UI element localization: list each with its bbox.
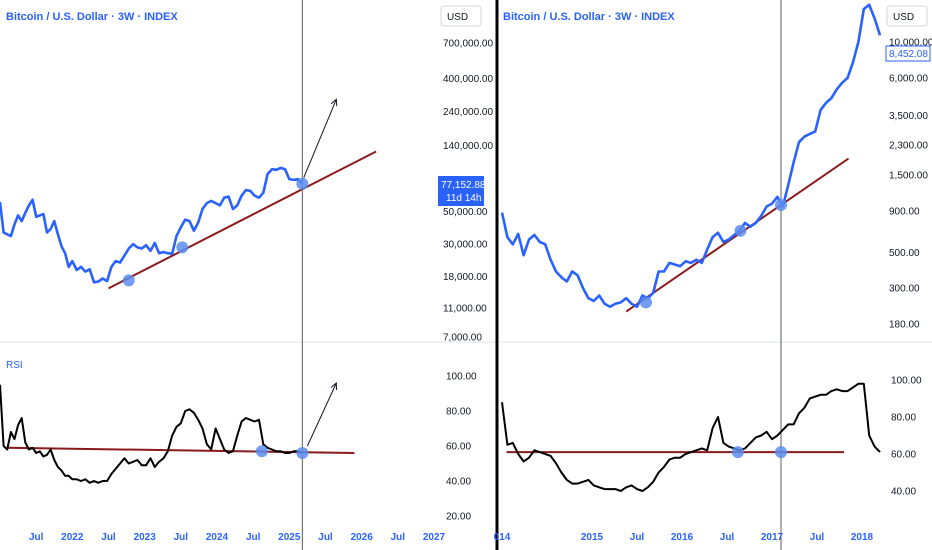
price-touch-marker-left (122, 274, 135, 287)
projection-arrow-rsi-left-head (330, 381, 337, 391)
time-axis-tick-right: Jul (810, 532, 825, 543)
price-axis-tick-right: 180.00 (889, 320, 920, 331)
projection-arrow-price-left-head (330, 98, 338, 107)
price-axis-tick-left: 11,000.00 (443, 304, 487, 315)
price-axis-tick-left: 50,000.00 (443, 207, 488, 218)
time-axis-tick-right: 2018 (851, 532, 874, 543)
price-axis-tick-right: 500.00 (889, 248, 920, 259)
price-axis-tick-right: 900.00 (889, 207, 920, 218)
right-chart-title: Bitcoin / U.S. Dollar · 3W · INDEX (503, 11, 675, 23)
time-axis-tick-left: 2024 (206, 532, 229, 543)
rsi-axis-tick-left: 80.00 (446, 407, 471, 418)
price-touch-marker-right (640, 296, 652, 309)
rsi-touch-marker-left (255, 445, 268, 458)
projection-arrow-price-left (303, 99, 337, 178)
price-series-line-right (500, 3, 882, 309)
rsi-touch-marker-right (775, 446, 787, 459)
rsi-label: RSI (6, 360, 23, 371)
currency-selector-left[interactable]: USD (440, 5, 482, 27)
price-touch-marker-right (734, 224, 747, 237)
price-axis-tick-right: 2,300.00 (889, 141, 928, 152)
last-price-label-left: 77,152.88 11d 14h (438, 176, 486, 206)
time-axis-tick-left: 2022 (61, 532, 84, 543)
price-axis-tick-right: 300.00 (889, 284, 920, 295)
price-series-line-left (0, 166, 304, 284)
time-axis-tick-right: 2015 (581, 532, 604, 543)
time-axis-tick-left: 2027 (423, 532, 446, 543)
time-axis-tick-left: Jul (29, 532, 44, 543)
price-axis-tick-left: 140,000.00 (443, 141, 493, 152)
price-axis-tick-right: 1,500.00 (889, 171, 928, 182)
right-rsi-pane (501, 382, 881, 492)
rsi-touch-marker-left (296, 447, 309, 459)
price-axis-tick-right: 3,500.00 (889, 111, 928, 122)
price-axis-tick-right: 10,000.00 (889, 38, 932, 49)
rsi-axis-tick-right: 40.00 (891, 487, 916, 498)
price-axis-tick-left: 400,000.00 (443, 74, 493, 85)
right-price-pane (500, 0, 882, 550)
last-price-value-right: 8,452.08 (889, 49, 928, 60)
price-axis-tick-left: 700,000.00 (443, 39, 493, 50)
time-axis-tick-right: 2017 (761, 532, 784, 543)
rsi-axis-tick-left: 100.00 (446, 372, 477, 383)
last-price-label-right: 8,452.08 (885, 45, 931, 62)
time-axis-tick-left: Jul (246, 532, 261, 543)
time-axis-tick-left: Jul (174, 532, 189, 543)
rsi-series-line-left (0, 384, 303, 484)
time-axis-tick-right: Jul (720, 532, 735, 543)
rsi-axis-tick-right: 100.00 (891, 376, 922, 387)
currency-label-right: USD (893, 12, 914, 23)
axes-layer: 700,000.00 400,000.00 240,000.00 140,000.00… (29, 38, 932, 544)
time-axis-tick-right: 014 (494, 532, 511, 543)
time-axis-tick-left: 2026 (351, 532, 374, 543)
price-axis-tick-right: 6,000.00 (889, 73, 928, 84)
price-axis-tick-left: 18,000.00 (443, 272, 488, 283)
rsi-series-line-right (501, 382, 881, 492)
rsi-touch-marker-right (731, 446, 744, 459)
currency-label-left: USD (447, 12, 468, 23)
time-axis-tick-right: 2016 (671, 532, 694, 543)
price-axis-tick-left: 240,000.00 (443, 107, 493, 118)
rsi-axis-tick-left: 60.00 (446, 442, 471, 453)
time-axis-tick-left: 2023 (134, 532, 157, 543)
projection-arrow-rsi-left (306, 382, 337, 447)
price-axis-tick-left: 30,000.00 (443, 240, 488, 251)
time-axis-tick-left: Jul (391, 532, 406, 543)
rsi-axis-tick-left: 20.00 (446, 512, 471, 523)
rsi-axis-tick-left: 40.00 (446, 477, 471, 488)
price-touch-marker-left (176, 241, 189, 254)
rsi-axis-tick-right: 80.00 (891, 413, 916, 424)
price-touch-marker-left (296, 177, 309, 190)
price-axis-tick-left: 7,000.00 (443, 333, 482, 344)
time-axis-tick-left: Jul (318, 532, 333, 543)
price-trendline-left (108, 150, 377, 290)
time-axis-tick-left: 2025 (278, 532, 301, 543)
time-axis-tick-left: Jul (101, 532, 116, 543)
left-rsi-pane (0, 381, 355, 484)
rsi-axis-tick-right: 60.00 (891, 450, 916, 461)
price-touch-marker-right (775, 199, 787, 212)
time-axis-tick-right: Jul (630, 532, 645, 543)
last-price-countdown-left: 11d 14h (446, 193, 481, 204)
last-price-value-left: 77,152.88 (441, 180, 486, 191)
currency-selector-right[interactable]: USD (886, 5, 928, 27)
left-chart-title: Bitcoin / U.S. Dollar · 3W · INDEX (6, 11, 178, 23)
